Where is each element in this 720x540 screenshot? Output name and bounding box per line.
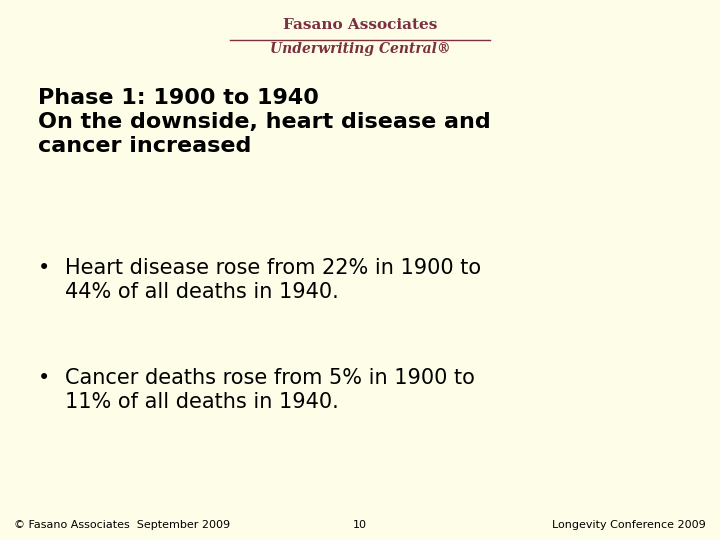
Text: Fasano Associates: Fasano Associates (283, 18, 437, 32)
Text: 10: 10 (353, 520, 367, 530)
Text: •: • (38, 368, 50, 388)
Text: Phase 1: 1900 to 1940
On the downside, heart disease and
cancer increased: Phase 1: 1900 to 1940 On the downside, h… (38, 88, 491, 156)
Text: Longevity Conference 2009: Longevity Conference 2009 (552, 520, 706, 530)
Text: Heart disease rose from 22% in 1900 to
44% of all deaths in 1940.: Heart disease rose from 22% in 1900 to 4… (65, 258, 481, 302)
Text: •: • (38, 258, 50, 278)
Text: Cancer deaths rose from 5% in 1900 to
11% of all deaths in 1940.: Cancer deaths rose from 5% in 1900 to 11… (65, 368, 475, 412)
Text: Underwriting Central®: Underwriting Central® (269, 42, 451, 56)
Text: © Fasano Associates  September 2009: © Fasano Associates September 2009 (14, 520, 230, 530)
